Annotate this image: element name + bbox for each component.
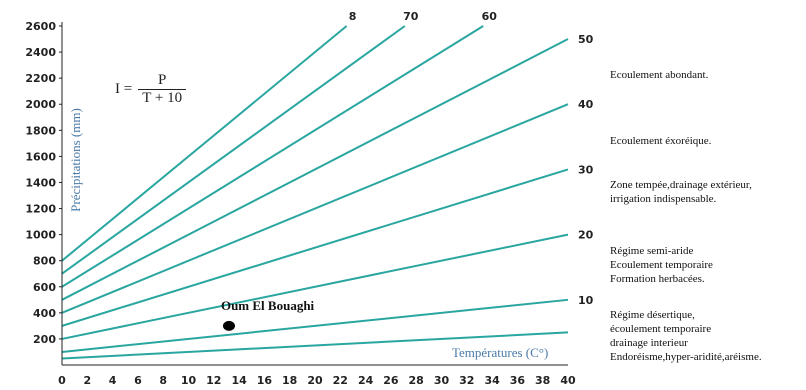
index-lines [61,25,569,360]
x-tick-labels: 0 2 4 6 8 10 12 14 16 18 20 22 24 26 28 30 32 34 36 38 40 [58,374,576,387]
x-tick-label: 24 [358,374,374,387]
data-point-group: Oum El Bouaghi [221,298,315,331]
x-tick-label: 20 [307,374,323,387]
formula-numerator: P [157,72,167,88]
right-tick-labels: 10 20 30 40 50 [578,33,594,307]
zone-annotation-4: Régime semi-aride Ecoulement temporaire … [610,245,713,285]
right-tick-label: 40 [578,98,594,111]
y-tick-label: 200 [33,333,56,346]
x-tick-label: 18 [282,374,297,387]
formula-lhs: I = [115,81,133,97]
x-tick-label: 28 [409,374,424,387]
y-tick-label: 2400 [25,46,56,59]
y-axis-label: Précipitations (mm) [68,108,83,212]
x-tick-label: 16 [257,374,273,387]
index-line-30 [61,168,569,327]
index-line-80 [61,25,348,262]
zone-annotation-5: Régime désertique, écoulement temporaire… [610,309,762,363]
index-line-50 [61,38,569,301]
y-tick-label: 1200 [25,203,56,216]
x-tick-label: 6 [134,374,142,387]
x-tick-label: 10 [181,374,197,387]
index-line-60 [61,25,484,288]
top-label: 8 [349,10,357,23]
x-tick-label: 2 [83,374,91,387]
zone-annotation-2: Ecoulement éxoréique. [610,135,712,147]
x-tick-label: 4 [109,374,117,387]
x-tick-label: 8 [159,374,167,387]
x-tick-label: 38 [535,374,550,387]
x-tick-label: 0 [58,374,66,387]
y-tick-label: 2200 [25,72,56,85]
x-tick-label: 26 [383,374,399,387]
data-point-label: Oum El Bouaghi [221,298,315,313]
y-tick-label: 1600 [25,150,56,163]
y-tick-label: 2000 [25,98,56,111]
top-label: 60 [482,10,498,23]
y-tick-label: 400 [33,307,56,320]
index-line-10 [61,298,569,353]
right-tick-label: 20 [578,229,594,242]
y-tick-label: 800 [33,255,56,268]
right-tick-label: 10 [578,294,594,307]
y-tick-label: 2600 [25,20,56,33]
x-tick-label: 12 [206,374,221,387]
y-tick-label: 1800 [25,124,56,137]
x-tick-label: 34 [484,374,500,387]
zone-annotation-1: Ecoulement abondant. [610,69,709,81]
index-line-5 [61,331,569,360]
x-tick-label: 30 [434,374,450,387]
top-labels: 8 70 60 [349,10,497,23]
formula: I = P T + 10 [115,72,187,107]
index-line-40 [61,103,569,314]
zone-annotation-3: Zone tempée,drainage extérieur, irrigati… [610,179,752,205]
x-tick-label: 40 [560,374,576,387]
y-tick-labels: 200 400 600 800 1000 1200 1400 1600 1800 2000 2200… [25,20,62,346]
formula-denominator: T + 10 [138,89,187,107]
x-axis-label: Températures (C°) [452,345,548,360]
right-tick-label: 30 [578,163,594,176]
y-tick-label: 600 [33,281,56,294]
right-tick-label: 50 [578,33,594,46]
data-point-marker [222,320,235,331]
top-label: 70 [403,10,419,23]
y-tick-label: 1400 [25,176,56,189]
x-tick-label: 32 [459,374,474,387]
axes [61,22,568,366]
x-tick-label: 14 [231,374,247,387]
x-tick-label: 22 [333,374,348,387]
y-tick-label: 1000 [25,229,56,242]
index-line-70 [61,25,406,275]
x-tick-label: 36 [510,374,526,387]
index-line-20 [61,233,569,340]
formula-fraction: P T + 10 [138,72,187,107]
